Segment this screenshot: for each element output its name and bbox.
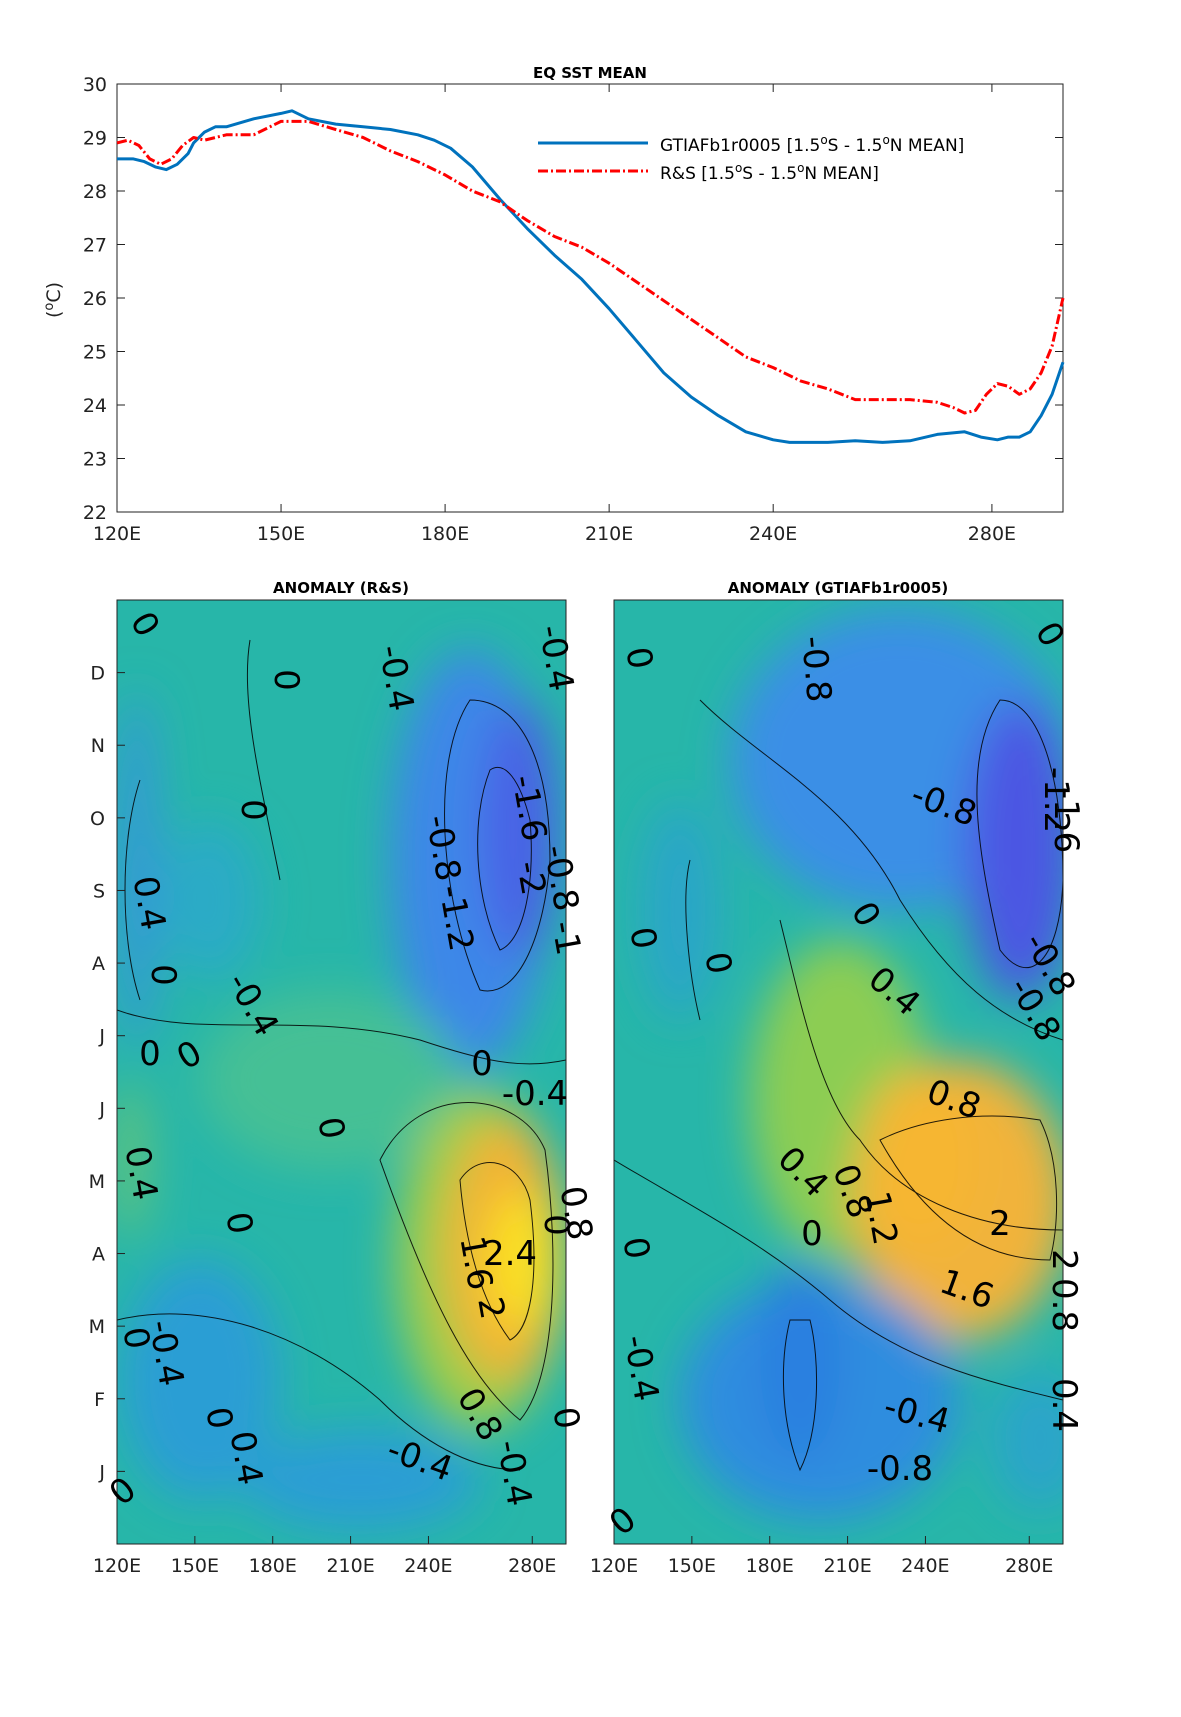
legend-model-part2: S - 1.5 <box>828 136 883 156</box>
legend-obs-part2: S - 1.5 <box>742 164 797 184</box>
x-tick-label: 240E <box>404 1555 452 1577</box>
panel-title: ANOMALY (R&S) <box>273 579 409 597</box>
y-tick-label: 23 <box>83 449 107 471</box>
contour-label: -2 <box>508 858 553 898</box>
x-tick-label: 280E <box>968 523 1016 545</box>
x-tick-label: 280E <box>508 1555 556 1577</box>
contour-label: -0.8 <box>867 1449 933 1489</box>
contour-label: 2.4 <box>483 1234 537 1274</box>
y-axis-label-sup: o <box>42 303 57 311</box>
y-tick-label: A <box>92 1244 105 1266</box>
x-tick-label: 240E <box>749 523 797 545</box>
contour-label: -0.4 <box>502 1074 568 1114</box>
y-axis-label-close: C) <box>43 282 65 303</box>
heatmap-field <box>614 600 1063 1544</box>
x-tick-label: 280E <box>1005 1555 1053 1577</box>
x-tick-label: 210E <box>585 523 633 545</box>
legend-label-model: GTIAFb1r0005 [1.5oS - 1.5oN MEAN] <box>660 133 964 156</box>
sst-mean-chart: EQ SST MEAN 120E 150E 180E 210E 240E 280E 22 23… <box>42 64 1065 545</box>
x-tick-label: 210E <box>823 1555 871 1577</box>
contour-label: 0 <box>143 964 183 986</box>
x-tick-label: 150E <box>668 1555 716 1577</box>
y-tick-label: S <box>93 880 105 902</box>
contour-label: 0 <box>801 1214 823 1254</box>
y-tick-label: A <box>92 953 105 975</box>
contour-label: -1.6 <box>1046 787 1086 853</box>
y-tick-label: 27 <box>83 235 107 257</box>
axis-ticks: 120E 150E 180E 210E 240E 280E 22 23 24 25 26 27 28 29… <box>83 74 1063 545</box>
panel-frame <box>613 599 1064 1545</box>
y-tick-label: 30 <box>83 74 107 96</box>
axis-ticks: 120E 150E 180E 210E 240E 280E <box>590 1536 1053 1577</box>
heatmap-field <box>117 600 566 1544</box>
anomaly-model-panel: ANOMALY (GTIAFb1r0005) <box>590 579 1086 1577</box>
y-tick-label: F <box>94 1389 105 1411</box>
y-tick-label: 29 <box>83 128 107 150</box>
y-tick-label: J <box>98 1026 105 1048</box>
x-tick-label: 120E <box>93 1555 141 1577</box>
legend-obs-sup1: o <box>735 161 742 175</box>
y-tick-label: 25 <box>83 342 107 364</box>
contour-label: 0 <box>139 1034 161 1074</box>
contour-label: 0 <box>536 1214 576 1236</box>
x-tick-label: 210E <box>326 1555 374 1577</box>
legend-obs-sup2: o <box>797 161 804 175</box>
panel-frame <box>116 599 567 1545</box>
legend-model-part3: N MEAN] <box>890 136 965 156</box>
x-tick-label: 240E <box>901 1555 949 1577</box>
contour-label: 1.2 <box>856 1188 905 1248</box>
y-tick-label: J <box>98 1098 105 1120</box>
legend-obs-part3: N MEAN] <box>804 164 879 184</box>
x-tick-label: 120E <box>590 1555 638 1577</box>
chart-title: EQ SST MEAN <box>533 64 647 82</box>
y-tick-label: M <box>89 1171 105 1193</box>
x-tick-label: 120E <box>93 523 141 545</box>
y-tick-label: O <box>90 808 105 830</box>
x-tick-label: 150E <box>257 523 305 545</box>
x-tick-label: 150E <box>171 1555 219 1577</box>
y-tick-label: M <box>89 1316 105 1338</box>
anomaly-rs-panel: ANOMALY (R&S) <box>89 579 601 1577</box>
legend-label-obs: R&S [1.5oS - 1.5oN MEAN] <box>660 161 879 184</box>
y-tick-label: 28 <box>83 181 107 203</box>
series-lines <box>116 109 1065 444</box>
contour-label: 1.6 <box>451 1233 500 1293</box>
y-tick-label: 24 <box>83 395 107 417</box>
contour-label: 0 <box>266 669 306 691</box>
x-tick-label: 180E <box>746 1555 794 1577</box>
contour-label: 2 <box>989 1204 1011 1244</box>
y-axis-label: (oC) <box>42 282 65 318</box>
contour-label: -1 <box>543 918 588 958</box>
panel-title: ANOMALY (GTIAFb1r0005) <box>728 579 949 597</box>
y-tick-label: D <box>90 663 105 685</box>
contour-label: -1.2 <box>1036 767 1076 833</box>
contour-label: 0.4 <box>116 1143 165 1203</box>
contour-label: 0.8 <box>1044 1278 1084 1332</box>
contour-label: 0.4 <box>221 1428 270 1488</box>
y-tick-label: J <box>98 1461 105 1483</box>
legend-model-sup1: o <box>820 133 827 147</box>
contour-label: -0.8 <box>793 634 839 704</box>
legend-model-sup2: o <box>882 133 889 147</box>
legend: GTIAFb1r0005 [1.5oS - 1.5oN MEAN] R&S [1… <box>538 133 964 184</box>
contour-label: 2 <box>1044 1249 1084 1271</box>
legend-obs-part1: R&S [1.5 <box>660 164 735 184</box>
y-tick-label: 26 <box>83 288 107 310</box>
legend-model-part1: GTIAFb1r0005 [1.5 <box>660 136 820 156</box>
x-tick-label: 180E <box>249 1555 297 1577</box>
axis-ticks: 120E 150E 180E 210E 240E 280E J F M A M J J A S O N D <box>89 663 557 1577</box>
model-sst-line <box>117 109 1065 444</box>
y-tick-label: N <box>91 735 105 757</box>
contour-label: 0.8 <box>551 1183 600 1243</box>
y-axis-label-open: ( <box>43 311 65 318</box>
x-tick-label: 180E <box>421 523 469 545</box>
contour-label: 0 <box>233 799 273 821</box>
contour-label: 0.4 <box>1044 1378 1084 1432</box>
contour-label: 0 <box>471 1044 493 1084</box>
y-tick-label: 22 <box>83 502 107 524</box>
contour-label: 0.4 <box>124 873 173 933</box>
obs-sst-line <box>116 119 1065 415</box>
